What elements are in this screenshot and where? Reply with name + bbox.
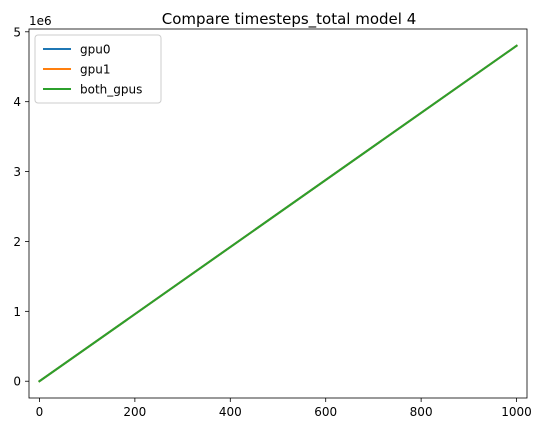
y-tick-label: 1 [13, 305, 21, 319]
x-tick-label: 1000 [501, 405, 532, 419]
legend-label-gpu0: gpu0 [80, 43, 110, 57]
y-tick-label: 2 [13, 235, 21, 249]
x-tick-label: 400 [219, 405, 242, 419]
legend-label-gpu1: gpu1 [80, 63, 110, 77]
y-tick-label: 5 [13, 25, 21, 39]
x-tick-label: 200 [123, 405, 146, 419]
plot-frame [28, 28, 528, 399]
x-tick-label: 600 [314, 405, 337, 419]
x-tick-label: 800 [410, 405, 433, 419]
axes: 0 200 400 600 800 1000 0 1 2 3 4 5 [13, 25, 531, 419]
chart-title: Compare timesteps_total model 4 [162, 10, 417, 29]
series-line-both_gpus [38, 44, 518, 383]
y-axis-offset-label: 1e6 [29, 14, 52, 28]
plot-area [38, 44, 518, 383]
y-tick-label: 4 [13, 95, 21, 109]
legend-box [34, 34, 162, 104]
legend-label-both_gpus: both_gpus [80, 83, 142, 97]
x-tick-label: 0 [36, 405, 44, 419]
legend: gpu0 gpu1 both_gpus [34, 34, 162, 104]
y-tick-label: 0 [13, 375, 21, 389]
y-tick-label: 3 [13, 165, 21, 179]
